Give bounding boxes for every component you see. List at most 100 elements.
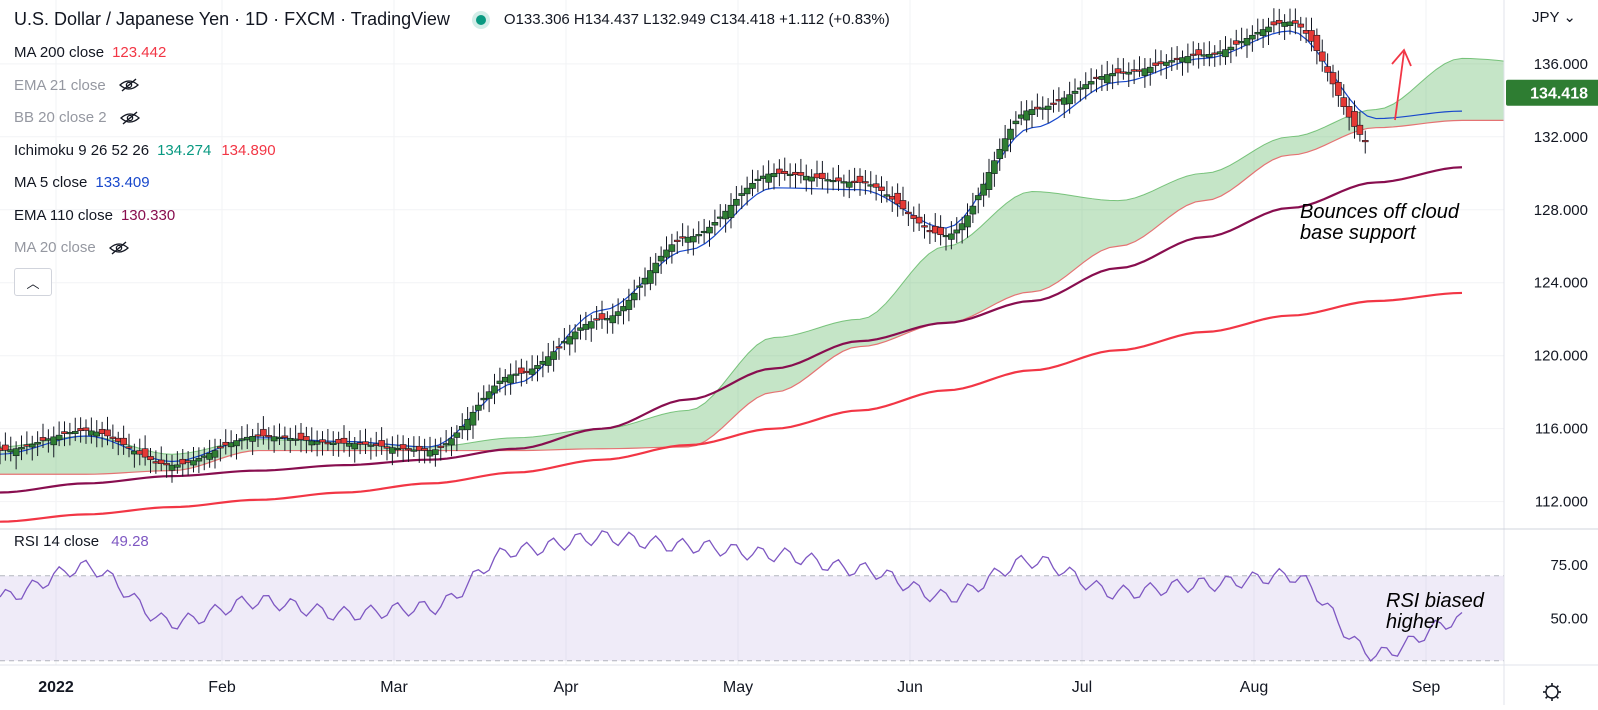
candle-body — [1071, 90, 1079, 94]
candle-body — [996, 148, 1004, 159]
time-tick-label[interactable]: Jul — [1072, 679, 1092, 696]
rsi-tick-label[interactable]: 75.00 — [1550, 557, 1588, 574]
candle-body — [453, 432, 461, 438]
candle-body — [797, 172, 805, 176]
candle-body — [1275, 19, 1283, 24]
candle-body — [1243, 38, 1251, 46]
candle-body — [1259, 29, 1267, 36]
currency-selector[interactable]: JPY ⌄ — [1532, 9, 1576, 26]
price-tick-label[interactable]: 116.000 — [1535, 421, 1588, 438]
candle-body — [507, 374, 514, 384]
candle-body — [1249, 34, 1256, 40]
candle-body — [706, 226, 713, 234]
candle-body — [1265, 26, 1272, 33]
rsi-legend[interactable]: RSI 14 close 49.28 — [14, 533, 149, 550]
candle-body — [550, 351, 557, 360]
symbol-title[interactable]: U.S. Dollar / Japanese Yen · 1D · FXCM ·… — [14, 9, 450, 29]
candle-body — [1103, 74, 1111, 84]
eye-hidden-icon[interactable] — [119, 110, 141, 125]
candle-body — [2, 444, 9, 451]
chevron-up-icon: ︿ — [26, 275, 40, 291]
candle-body — [1012, 120, 1020, 125]
rsi-annotation-line-1: RSI biased — [1386, 590, 1484, 612]
rsi-line — [0, 530, 1463, 662]
candle-body — [711, 222, 719, 226]
candle-body — [899, 200, 907, 210]
gear-icon-ring — [1545, 685, 1559, 699]
candle-body — [964, 215, 971, 228]
last-price-badge[interactable] — [1506, 79, 1598, 106]
candle-body — [147, 456, 154, 461]
chart-header: U.S. Dollar / Japanese Yen · 1D · FXCM ·… — [14, 9, 890, 30]
legend-item[interactable]: Ichimoku 9 26 52 26 134.274 134.890 — [14, 142, 276, 159]
legend-item-value: 123.442 — [112, 44, 167, 61]
time-tick-label[interactable]: Feb — [208, 679, 236, 696]
candle-body — [34, 442, 41, 445]
grid-layer — [0, 0, 1504, 665]
legend-item[interactable]: BB 20 close 2 — [14, 109, 141, 126]
candle-body — [421, 448, 428, 451]
legend-item[interactable]: MA 5 close 133.409 — [14, 174, 150, 191]
candle-body — [835, 177, 842, 182]
candle-body — [28, 443, 36, 448]
candle-body — [534, 365, 541, 369]
candle-body — [1335, 81, 1342, 96]
price-tick-label[interactable]: 120.000 — [1534, 348, 1588, 365]
time-tick-label[interactable]: Apr — [554, 679, 580, 696]
price-tick-label[interactable]: 136.000 — [1534, 56, 1588, 73]
candle-body — [754, 178, 762, 181]
candle-body — [845, 181, 853, 188]
eye-hidden-icon[interactable] — [108, 240, 130, 255]
legend-item[interactable]: EMA 21 close — [14, 77, 140, 94]
eye-hidden-icon[interactable] — [118, 78, 140, 92]
time-tick-label[interactable]: Aug — [1240, 679, 1268, 696]
legend-item-name: MA 20 close — [14, 239, 96, 256]
gear-icon[interactable] — [1543, 683, 1561, 701]
candle-body — [1195, 49, 1202, 56]
candle-body — [233, 440, 240, 447]
candle-body — [211, 450, 219, 458]
market-status-dot[interactable] — [475, 14, 486, 25]
price-tick-label[interactable]: 132.000 — [1534, 129, 1588, 146]
candle-body — [1001, 138, 1009, 152]
candle-body — [18, 447, 25, 450]
candle-body — [905, 211, 912, 215]
price-tick-label[interactable]: 124.000 — [1534, 275, 1588, 292]
cloud-support-annotation: Bounces off cloud base support — [1300, 202, 1459, 244]
legend-item[interactable]: MA 20 close — [14, 239, 130, 256]
candle-body — [319, 439, 326, 443]
candle-body — [743, 187, 751, 195]
candle-body — [1007, 128, 1014, 140]
candle-body — [1206, 54, 1213, 58]
candle-body — [512, 373, 520, 376]
candle-body — [781, 170, 789, 174]
price-tick-label[interactable]: 112.000 — [1535, 494, 1588, 511]
price-tick-label[interactable]: 128.000 — [1534, 202, 1588, 219]
time-tick-label[interactable]: May — [723, 679, 753, 696]
candle-body — [518, 367, 525, 374]
time-tick-label[interactable]: Sep — [1412, 679, 1441, 696]
legend-item[interactable]: EMA 110 close 130.330 — [14, 207, 175, 224]
legend-item[interactable]: MA 200 close 123.442 — [14, 44, 166, 61]
candle-body — [856, 175, 864, 183]
candle-body — [614, 311, 622, 316]
legend-item-name: MA 200 close — [14, 44, 105, 61]
candle-body — [82, 427, 90, 431]
candle-body — [340, 437, 348, 444]
candle-body — [878, 186, 885, 191]
candle-body — [485, 391, 493, 399]
candle-body — [480, 397, 488, 401]
candle-body — [872, 183, 880, 188]
time-tick-label[interactable]: 2022 — [38, 679, 74, 696]
collapse-legend-button[interactable]: ︿ — [14, 268, 52, 296]
candle-body — [528, 368, 536, 375]
time-tick-label[interactable]: Mar — [380, 679, 408, 696]
arrow-head — [1391, 48, 1412, 67]
candle-body — [695, 234, 703, 237]
rsi-tick-label[interactable]: 50.00 — [1550, 610, 1588, 627]
candle-body — [217, 446, 224, 449]
time-tick-label[interactable]: Jun — [897, 679, 923, 696]
candle-body — [921, 225, 928, 228]
candle-body — [1318, 51, 1326, 62]
